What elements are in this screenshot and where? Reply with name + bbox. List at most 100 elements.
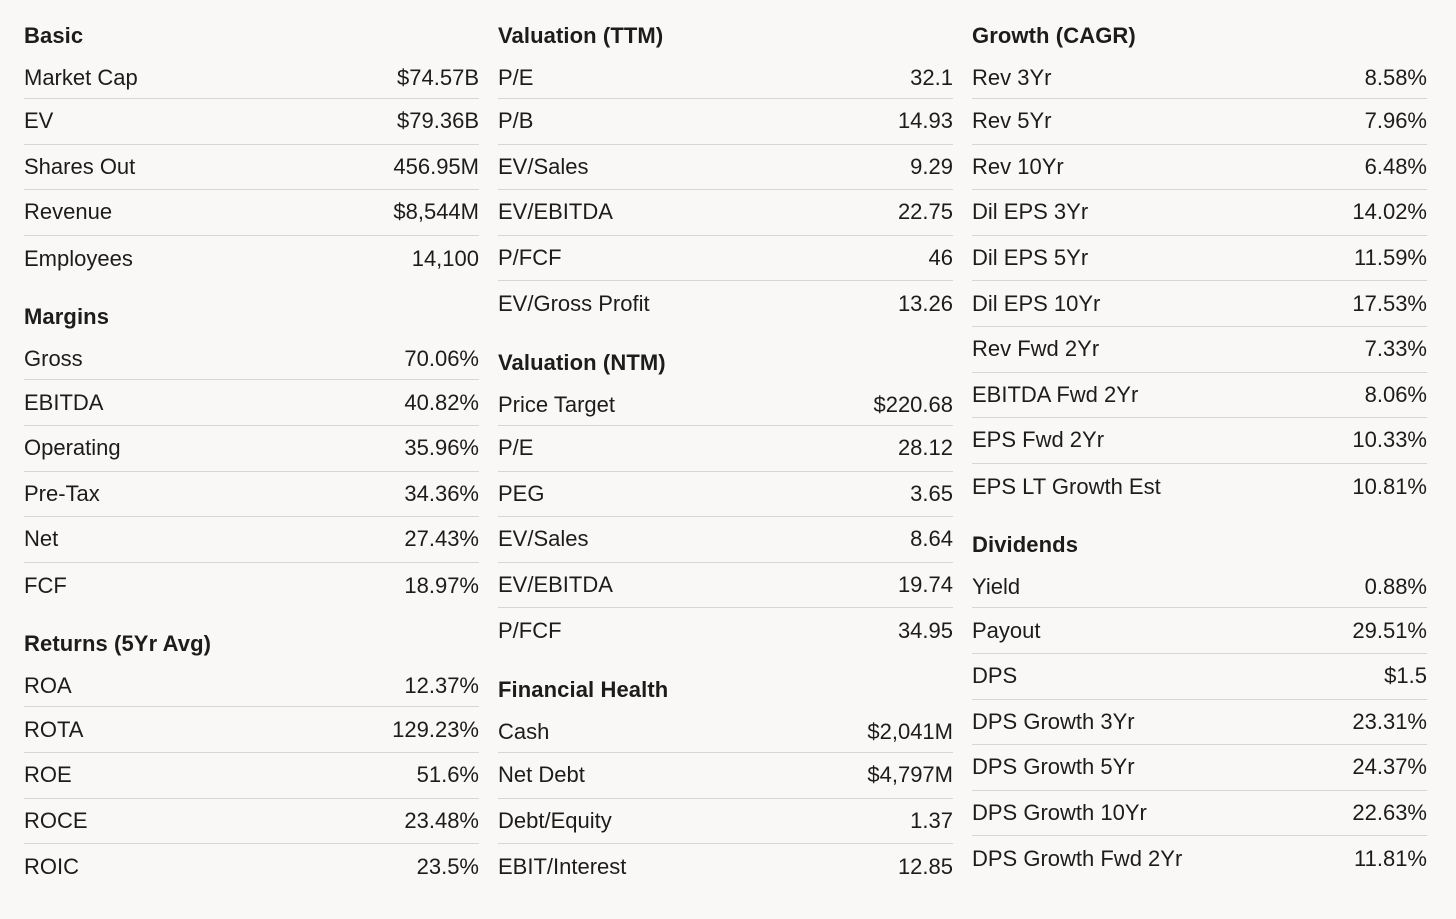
metric-label: DPS: [972, 663, 1018, 689]
metric-value: 12.37%: [404, 673, 479, 699]
metric-row-ev-sales: EV/Sales 9.29: [498, 145, 953, 191]
metric-label: Dil EPS 3Yr: [972, 199, 1089, 225]
metric-row-dps-growth-3yr: DPS Growth 3Yr 23.31%: [972, 700, 1427, 746]
metric-label: EV/Sales: [498, 526, 589, 552]
metric-value: 35.96%: [404, 435, 479, 461]
metric-value: 9.29: [910, 153, 953, 179]
metric-label: Shares Out: [24, 153, 136, 179]
metric-label: DPS Growth 5Yr: [972, 754, 1135, 780]
section-margins: Margins Gross 70.06% EBITDA 40.82% Operating 3…: [24, 295, 479, 608]
metric-row-net: Net 27.43%: [24, 517, 479, 563]
metric-label: Dil EPS 5Yr: [972, 245, 1089, 271]
metric-value: 11.59%: [1354, 245, 1427, 271]
metric-value: 24.37%: [1352, 754, 1427, 780]
metric-row-ebitda: EBITDA 40.82%: [24, 380, 479, 426]
metric-label: ROIC: [24, 853, 79, 879]
metric-label: P/E: [498, 435, 534, 461]
metric-row-dil-eps-5yr: Dil EPS 5Yr 11.59%: [972, 236, 1427, 282]
metric-label: EV/EBITDA: [498, 572, 613, 598]
metric-row-debt-equity: Debt/Equity 1.37: [498, 799, 953, 845]
metric-row-yield: Yield 0.88%: [972, 567, 1427, 609]
metric-label: Debt/Equity: [498, 807, 612, 833]
metric-row-eps-lt-growth-est: EPS LT Growth Est 10.81%: [972, 464, 1427, 510]
section-title: Growth (CAGR): [972, 23, 1136, 48]
metric-label: Operating: [24, 435, 121, 461]
metric-row-rev-3yr: Rev 3Yr 8.58%: [972, 58, 1427, 99]
metric-row-roa: ROA 12.37%: [24, 666, 479, 708]
metric-label: EV/EBITDA: [498, 199, 613, 225]
metric-label: Rev 3Yr: [972, 65, 1052, 90]
metric-value: 46: [928, 245, 953, 271]
metric-row-roce: ROCE 23.48%: [24, 799, 479, 845]
metric-row-ebitda-fwd-2yr: EBITDA Fwd 2Yr 8.06%: [972, 373, 1427, 419]
metric-row-shares-out: Shares Out 456.95M: [24, 145, 479, 191]
metric-label: Net: [24, 526, 59, 552]
metric-value: 8.64: [910, 526, 953, 552]
metrics-column-2: Valuation (TTM) P/E 32.1 P/B 14.93 EV/Sales 9.…: [498, 14, 953, 904]
metric-value: 28.12: [897, 435, 953, 461]
metric-value: 22.63%: [1352, 800, 1427, 826]
metric-label: Payout: [972, 617, 1041, 643]
metric-value: 70.06%: [404, 346, 479, 372]
metrics-column-3: Growth (CAGR) Rev 3Yr 8.58% Rev 5Yr 7.96% Rev…: [972, 14, 1427, 896]
metric-label: Rev Fwd 2Yr: [972, 336, 1100, 362]
metric-value: $1.5: [1384, 663, 1427, 689]
section-title: Financial Health: [498, 676, 669, 702]
metric-row-p-e: P/E 32.1: [498, 58, 953, 99]
metric-row-dps: DPS $1.5: [972, 654, 1427, 700]
metric-label: Pre-Tax: [24, 480, 100, 506]
metric-label: Dil EPS 10Yr: [972, 290, 1101, 316]
metric-value: 17.53%: [1352, 290, 1427, 316]
metric-row-ebit-interest: EBIT/Interest 12.85: [498, 844, 953, 890]
metric-label: Market Cap: [24, 65, 138, 90]
metric-value: 8.06%: [1364, 381, 1427, 407]
metric-row-fcf: FCF 18.97%: [24, 563, 479, 609]
metric-label: Rev 5Yr: [972, 108, 1052, 134]
metric-row-p-b: P/B 14.93: [498, 99, 953, 145]
metric-label: P/FCF: [498, 245, 562, 271]
metric-row-eps-fwd-2yr: EPS Fwd 2Yr 10.33%: [972, 418, 1427, 464]
section-financial-health: Financial Health Cash $2,041M Net Debt $4,79…: [498, 668, 953, 890]
metric-row-rota: ROTA 129.23%: [24, 707, 479, 753]
metric-label: Revenue: [24, 199, 113, 225]
metric-row-payout: Payout 29.51%: [972, 608, 1427, 654]
metric-label: EPS Fwd 2Yr: [972, 427, 1105, 453]
metric-row-dil-eps-3yr: Dil EPS 3Yr 14.02%: [972, 190, 1427, 236]
metric-label: DPS Growth Fwd 2Yr: [972, 846, 1183, 872]
metric-row-ev-gross-profit: EV/Gross Profit 13.26: [498, 281, 953, 327]
metric-value: 14,100: [411, 245, 479, 271]
metric-label: EBITDA: [24, 389, 104, 415]
metric-value: 1.37: [910, 807, 953, 833]
section-valuation-ntm: Valuation (NTM) Price Target $220.68 P/E 28.…: [498, 341, 953, 654]
metric-value: $79.36B: [397, 108, 479, 134]
metric-label: EV/Gross Profit: [498, 291, 650, 317]
metric-value: 8.58%: [1364, 65, 1427, 90]
metric-value: 23.5%: [416, 853, 479, 879]
metric-label: Gross: [24, 346, 83, 372]
section-growth-cagr: Growth (CAGR) Rev 3Yr 8.58% Rev 5Yr 7.96% Rev…: [972, 14, 1427, 509]
metric-label: DPS Growth 3Yr: [972, 708, 1135, 734]
metric-row-p-fcf: P/FCF 34.95: [498, 608, 953, 654]
metric-value: $8,544M: [393, 199, 479, 225]
metric-label: DPS Growth 10Yr: [972, 800, 1147, 826]
section-returns-5yr-avg: Returns (5Yr Avg) ROA 12.37% ROTA 129.23% ROE…: [24, 622, 479, 889]
metric-label: EPS LT Growth Est: [972, 473, 1161, 499]
metric-label: Employees: [24, 245, 133, 271]
metric-value: 19.74: [897, 572, 953, 598]
metric-value: $4,797M: [867, 762, 953, 788]
metric-row-rev-fwd-2yr: Rev Fwd 2Yr 7.33%: [972, 327, 1427, 373]
metric-row-revenue: Revenue $8,544M: [24, 190, 479, 236]
metric-row-dps-growth-fwd-2yr: DPS Growth Fwd 2Yr 11.81%: [972, 836, 1427, 882]
metric-value: $74.57B: [397, 65, 479, 90]
metric-value: 10.33%: [1352, 427, 1427, 453]
metric-label: P/B: [498, 108, 534, 134]
metric-value: 29.51%: [1352, 617, 1427, 643]
metric-value: 40.82%: [404, 389, 479, 415]
metric-row-cash: Cash $2,041M: [498, 712, 953, 753]
metric-row-price-target: Price Target $220.68: [498, 385, 953, 426]
metric-value: 23.31%: [1352, 708, 1427, 734]
metric-label: Yield: [972, 574, 1021, 600]
metric-label: EBIT/Interest: [498, 853, 627, 879]
metric-row-dps-growth-10yr: DPS Growth 10Yr 22.63%: [972, 791, 1427, 837]
